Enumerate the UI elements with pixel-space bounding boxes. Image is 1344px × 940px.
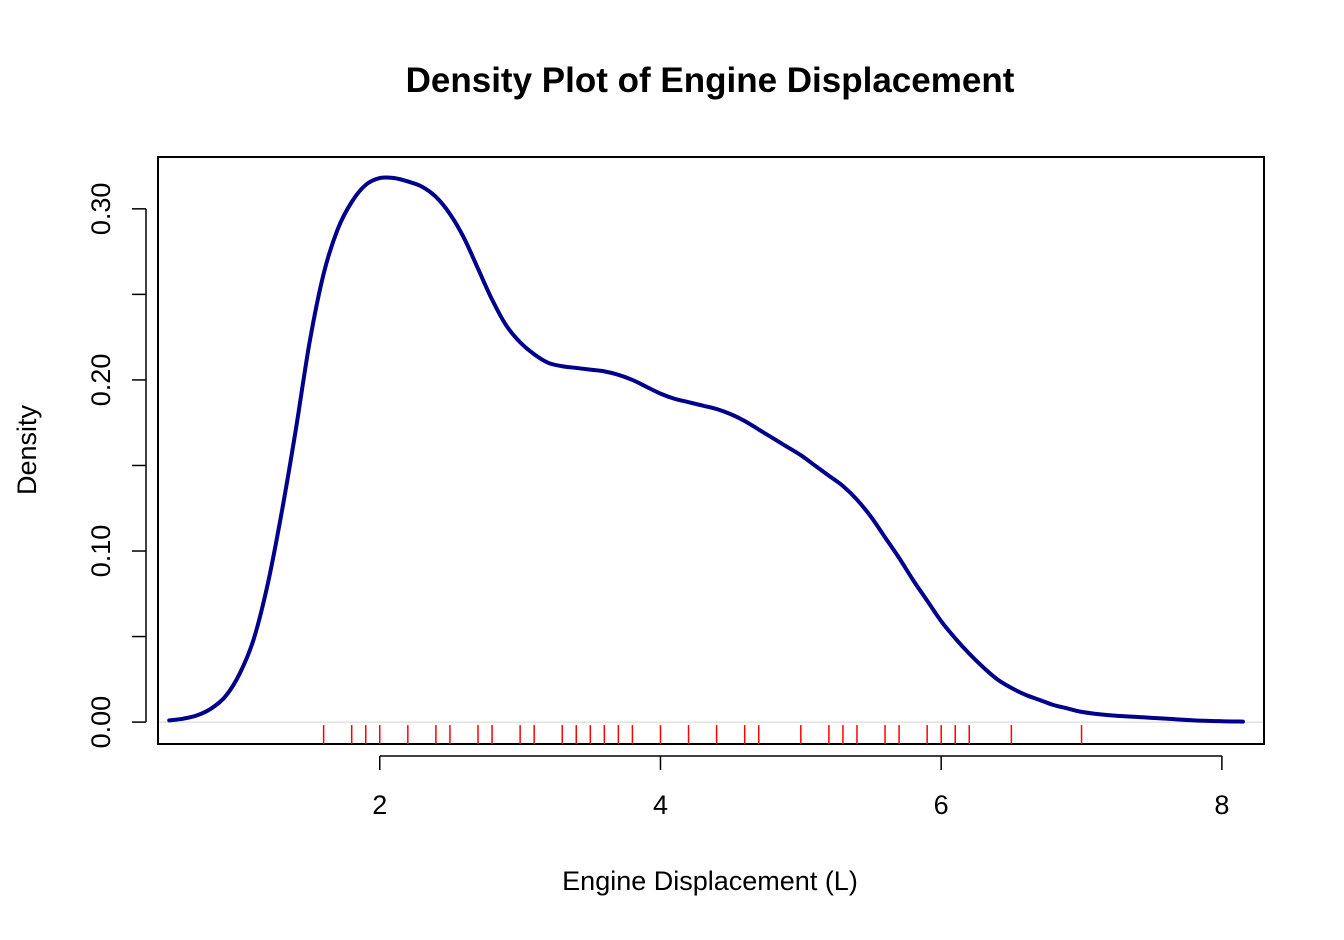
x-axis: 2 4 6 8 [372,755,1229,820]
x-tick-label: 4 [653,790,668,820]
x-tick-label: 2 [372,790,387,820]
chart-title: Density Plot of Engine Displacement [406,61,1015,100]
y-tick-label: 0.30 [86,183,116,236]
y-tick-label: 0.00 [86,696,116,749]
x-axis-label: Engine Displacement (L) [562,866,858,896]
y-axis: 0.00 0.10 0.20 0.30 [86,183,147,749]
plot-frame [157,156,1265,745]
x-tick-label: 8 [1214,790,1229,820]
rug-layer [322,725,1083,745]
density-line-layer [167,175,1245,724]
x-tick-label: 6 [934,790,949,820]
y-tick-label: 0.10 [86,525,116,578]
density-line [167,175,1245,724]
y-axis-label: Density [12,404,42,495]
y-tick-label: 0.20 [86,354,116,407]
